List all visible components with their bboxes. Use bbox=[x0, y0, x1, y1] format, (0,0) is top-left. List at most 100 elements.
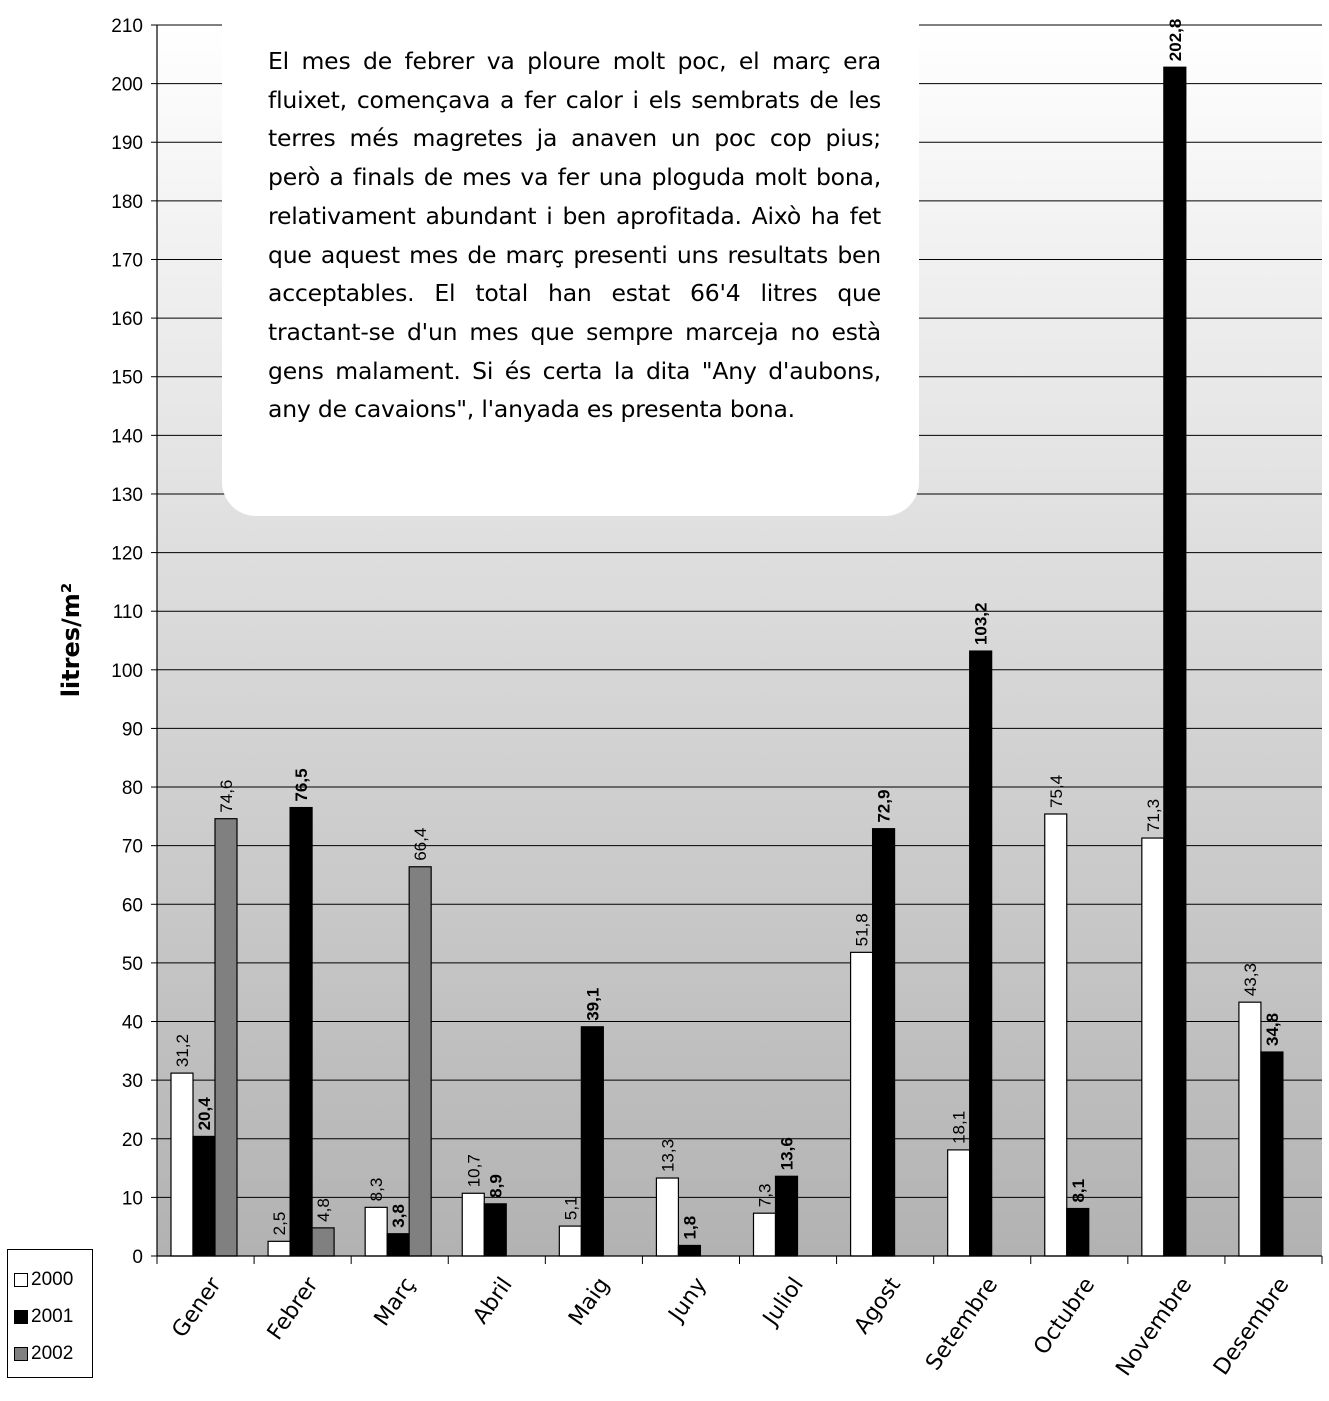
y-tick-label: 160 bbox=[111, 309, 143, 330]
data-label: 8,9 bbox=[486, 1174, 505, 1198]
x-tick-label: Octubre bbox=[1029, 1273, 1100, 1359]
data-label: 13,6 bbox=[778, 1137, 797, 1170]
data-label: 5,1 bbox=[561, 1196, 580, 1220]
x-tick-label: Juny bbox=[663, 1273, 712, 1328]
data-label: 71,3 bbox=[1144, 799, 1163, 832]
legend-label-2001: 2001 bbox=[31, 1305, 74, 1327]
data-label: 18,1 bbox=[950, 1111, 969, 1144]
y-tick-label: 140 bbox=[111, 426, 143, 447]
data-label: 1,8 bbox=[680, 1216, 699, 1240]
data-label: 3,8 bbox=[389, 1204, 408, 1228]
bar-2001 bbox=[580, 1026, 604, 1257]
bar-2001 bbox=[1163, 66, 1187, 1257]
bar-2000 bbox=[558, 1225, 582, 1257]
data-label: 10,7 bbox=[464, 1154, 483, 1187]
y-tick-label: 100 bbox=[111, 661, 143, 682]
bar-2000 bbox=[752, 1212, 777, 1257]
y-tick-label: 70 bbox=[122, 837, 143, 858]
data-label: 202,8 bbox=[1166, 19, 1185, 62]
y-tick-label: 170 bbox=[111, 250, 143, 271]
bar-2002 bbox=[311, 1227, 335, 1257]
y-tick-label: 40 bbox=[122, 1013, 143, 1034]
bar-2001 bbox=[1066, 1207, 1090, 1257]
bar-2000 bbox=[1238, 1001, 1262, 1257]
bar-2001 bbox=[774, 1175, 799, 1257]
data-label: 66,4 bbox=[411, 828, 430, 861]
y-tick-label: 80 bbox=[122, 778, 143, 799]
y-tick-labels: 0 10 20 30 40 50 60 70 80 90 100 110 120 130 140 150 160… bbox=[111, 16, 143, 1268]
legend-label-2002: 2002 bbox=[31, 1342, 74, 1364]
y-tick-label: 110 bbox=[113, 602, 143, 623]
bar-2001 bbox=[483, 1203, 507, 1257]
y-tick-label: 50 bbox=[122, 954, 143, 975]
bar-2002 bbox=[408, 866, 432, 1257]
bar-2001 bbox=[677, 1244, 702, 1257]
annotation-box: El mes de febrer va ploure molt poc, el … bbox=[222, 12, 919, 516]
data-label: 43,3 bbox=[1241, 963, 1260, 996]
y-tick-label: 30 bbox=[122, 1071, 143, 1092]
data-label: 76,5 bbox=[292, 768, 311, 801]
bar-2000 bbox=[947, 1149, 971, 1257]
data-label: 4,8 bbox=[314, 1198, 333, 1222]
x-tick-label: Abril bbox=[468, 1273, 517, 1329]
data-labels: 31,2 20,4 74,6 2,5 76,5 4,8 8,33,8 66,4 10,7 8,9 5… bbox=[173, 19, 1282, 1240]
y-tick-label: 60 bbox=[122, 895, 143, 916]
bar-2000 bbox=[655, 1177, 680, 1257]
y-tick-label: 200 bbox=[111, 75, 143, 96]
x-tick-label: Maig bbox=[564, 1273, 615, 1330]
x-tick-label: Juliol bbox=[757, 1273, 809, 1332]
bar-2000 bbox=[1044, 813, 1068, 1257]
data-label: 74,6 bbox=[217, 780, 236, 813]
bars bbox=[170, 66, 1284, 1257]
bar-2001 bbox=[386, 1233, 410, 1257]
data-label: 7,3 bbox=[756, 1184, 775, 1208]
data-label: 39,1 bbox=[583, 988, 602, 1021]
bar-2000 bbox=[267, 1240, 291, 1257]
y-tick-label: 180 bbox=[111, 192, 143, 213]
data-label: 2,5 bbox=[270, 1212, 289, 1236]
bar-2001 bbox=[969, 650, 993, 1257]
bar-2000 bbox=[364, 1206, 388, 1257]
y-tick-label: 190 bbox=[111, 133, 143, 154]
x-tick-label: Març bbox=[370, 1273, 421, 1331]
legend-swatch-2000 bbox=[14, 1272, 28, 1287]
y-tick-label: 210 bbox=[111, 16, 143, 37]
x-tick-label: Setembre bbox=[921, 1273, 1003, 1375]
annotation-text: El mes de febrer va ploure molt poc, el … bbox=[268, 47, 881, 424]
axes bbox=[151, 24, 1323, 1264]
legend-label-2000: 2000 bbox=[31, 1268, 74, 1290]
y-tick-label: 20 bbox=[122, 1130, 143, 1151]
data-label: 13,3 bbox=[658, 1139, 677, 1172]
legend-item-2002: 2002 bbox=[14, 1335, 92, 1372]
x-tick-label: Febrer bbox=[263, 1272, 324, 1345]
bar-2000 bbox=[849, 951, 874, 1257]
data-label: 51,8 bbox=[853, 913, 872, 946]
data-label: 75,4 bbox=[1047, 775, 1066, 808]
y-tick-label: 150 bbox=[111, 368, 143, 389]
x-tick-label: Desembre bbox=[1209, 1273, 1294, 1380]
legend-swatch-2001 bbox=[14, 1309, 28, 1324]
y-axis-title: litres/m² bbox=[57, 583, 85, 698]
bar-2000 bbox=[170, 1072, 194, 1257]
bar-2001 bbox=[192, 1135, 216, 1257]
bar-2002 bbox=[214, 818, 238, 1257]
legend-item-2000: 2000 bbox=[14, 1261, 92, 1298]
x-tick-label: Agost bbox=[850, 1273, 907, 1339]
data-label: 34,8 bbox=[1263, 1013, 1282, 1046]
x-tick-labels: Gener Febrer Març Abril Maig Juny Juliol Agost S… bbox=[167, 1272, 1294, 1380]
bar-2001 bbox=[289, 806, 313, 1257]
data-label: 8,3 bbox=[367, 1178, 386, 1202]
legend: 2000 2001 2002 bbox=[7, 1249, 93, 1378]
bar-2001 bbox=[871, 828, 896, 1257]
data-label: 31,2 bbox=[173, 1034, 192, 1067]
legend-swatch-2002 bbox=[14, 1346, 28, 1361]
data-label: 103,2 bbox=[972, 603, 991, 646]
data-label: 72,9 bbox=[875, 790, 894, 823]
data-label: 20,4 bbox=[195, 1097, 214, 1131]
bar-2000 bbox=[1141, 837, 1165, 1257]
x-tick-label: Novembre bbox=[1111, 1273, 1197, 1381]
y-tick-label: 130 bbox=[111, 485, 143, 506]
legend-item-2001: 2001 bbox=[14, 1298, 92, 1335]
y-tick-label: 120 bbox=[111, 544, 143, 565]
x-tick-label: Gener bbox=[167, 1272, 227, 1342]
